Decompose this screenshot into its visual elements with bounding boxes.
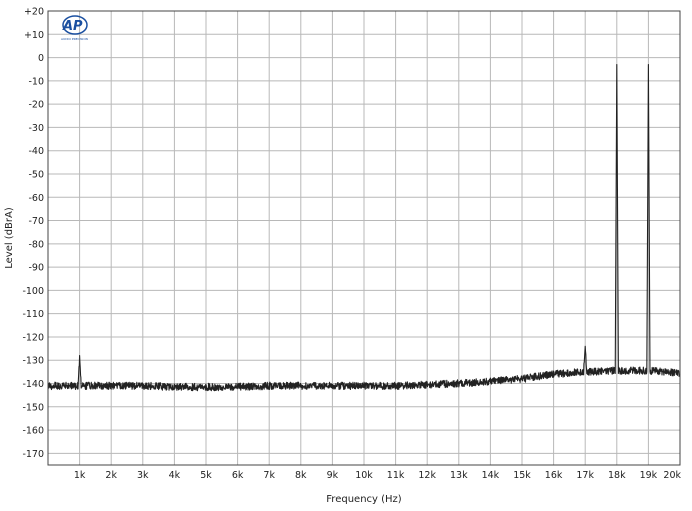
series-line	[47, 64, 681, 392]
x-tick-label: 16k	[545, 470, 563, 481]
y-tick-label: -50	[28, 169, 44, 180]
x-tick-label: 9k	[327, 470, 339, 481]
plot-frame	[47, 10, 681, 466]
y-tick-label: -100	[22, 286, 44, 297]
y-tick-label: -20	[28, 100, 44, 111]
y-tick-label: -160	[22, 426, 44, 437]
x-tick-labels: 1k 2k 3k 4k 5k 6k 7k 8k 9k 10k 11k 12k 13k 14k 15k 16k 1…	[74, 470, 682, 481]
y-tick-label: -70	[28, 216, 44, 227]
x-tick-label: 14k	[482, 470, 500, 481]
y-tick-label: -130	[22, 356, 44, 367]
x-tick-label: 4k	[169, 470, 181, 481]
y-axis-label: Level (dBrA)	[4, 207, 15, 269]
y-tick-label: -90	[28, 263, 44, 274]
y-tick-label: -170	[22, 449, 44, 460]
x-tick-label: 1k	[74, 470, 86, 481]
x-tick-label: 3k	[137, 470, 149, 481]
x-axis-label: Frequency (Hz)	[326, 494, 402, 505]
ap-logo-caption: AUDIO PRECISION	[61, 37, 88, 41]
x-tick-label: 2k	[105, 470, 117, 481]
x-tick-label: 18k	[608, 470, 626, 481]
y-tick-label: -150	[22, 402, 44, 413]
x-tick-label: 19k	[640, 470, 658, 481]
y-tick-label: -80	[28, 239, 44, 250]
y-tick-labels: +20 +10 0 -10 -20 -30 -40 -50 -60 -70 -80 -90 -100 -1…	[22, 7, 44, 460]
x-tick-label: 8k	[295, 470, 307, 481]
ap-logo: AP AUDIO PRECISION	[61, 15, 88, 41]
y-tick-label: -60	[28, 193, 44, 204]
x-tick-label: 17k	[576, 470, 594, 481]
x-tick-label: 11k	[387, 470, 405, 481]
y-tick-label: -40	[28, 146, 44, 157]
x-tick-label: 7k	[263, 470, 275, 481]
x-tick-label: 15k	[513, 470, 531, 481]
x-tick-label: 13k	[450, 470, 468, 481]
x-tick-label: 5k	[200, 470, 212, 481]
y-tick-label: +10	[24, 30, 44, 41]
series-layer	[47, 64, 681, 392]
x-tick-label: 12k	[418, 470, 436, 481]
y-tick-label: -30	[28, 123, 44, 134]
x-tick-label: 10k	[355, 470, 373, 481]
y-tick-label: -10	[28, 76, 44, 87]
x-tick-label: 6k	[232, 470, 244, 481]
y-tick-label: 0	[38, 53, 44, 64]
y-tick-label: +20	[24, 7, 44, 18]
x-tick-label: 20k	[663, 470, 681, 481]
ap-logo-swoosh-icon	[62, 15, 88, 35]
grid	[48, 10, 681, 465]
y-tick-label: -120	[22, 332, 44, 343]
y-tick-label: -110	[22, 309, 44, 320]
y-tick-label: -140	[22, 379, 44, 390]
ap-logo-text: AP	[62, 19, 83, 34]
